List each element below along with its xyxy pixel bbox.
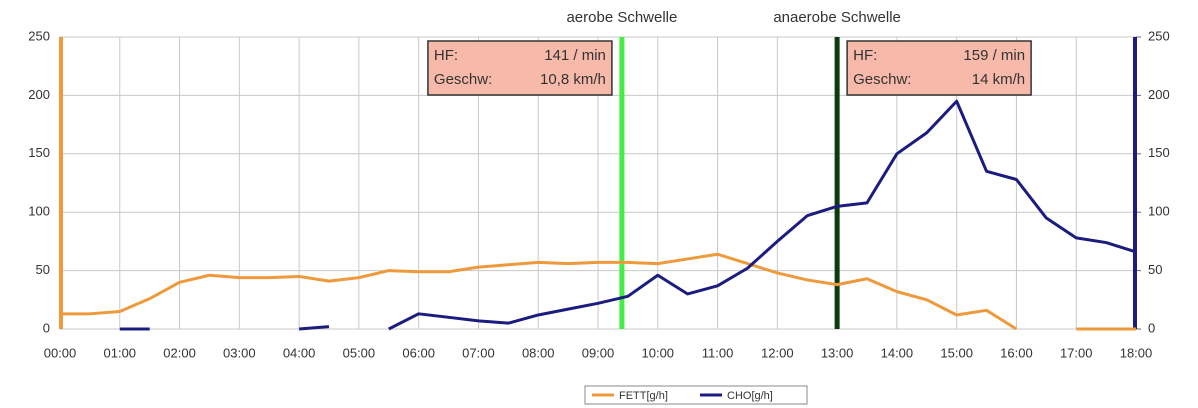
legend-label: FETT[g/h] <box>619 390 668 402</box>
x-tick-label: 10:00 <box>642 345 675 360</box>
threshold-label: anaerobe Schwelle <box>773 9 901 26</box>
x-tick-label: 06:00 <box>402 345 435 360</box>
x-tick-label: 01:00 <box>104 345 137 360</box>
y2-tick-label: 100 <box>1148 204 1170 219</box>
x-tick-label: 18:00 <box>1120 345 1153 360</box>
y2-tick-label: 200 <box>1148 87 1170 102</box>
annotation-key: HF: <box>853 47 877 64</box>
x-tick-label: 14:00 <box>881 345 914 360</box>
x-tick-label: 03:00 <box>223 345 256 360</box>
y-tick-label: 250 <box>28 28 50 43</box>
x-tick-label: 15:00 <box>940 345 973 360</box>
annotation-key: Geschw: <box>853 71 911 88</box>
x-tick-label: 11:00 <box>702 345 734 360</box>
y-tick-label: 50 <box>36 262 50 277</box>
annotation-value: 14 km/h <box>972 71 1025 88</box>
legend-label: CHO[g/h] <box>727 390 773 402</box>
x-tick-label: 04:00 <box>283 345 316 360</box>
x-tick-label: 09:00 <box>582 345 615 360</box>
annotation-key: HF: <box>434 47 458 64</box>
y2-tick-label: 250 <box>1148 28 1170 43</box>
x-tick-label: 05:00 <box>343 345 376 360</box>
y-tick-label: 0 <box>43 320 50 335</box>
chart: 00:00 01:00 02:00 03:00 04:00 05:00 06:00 07:00… <box>0 0 1198 408</box>
y-tick-label: 200 <box>28 87 50 102</box>
x-tick-label: 00:00 <box>44 345 77 360</box>
annotation-value: 10,8 km/h <box>540 71 606 88</box>
x-tick-label: 07:00 <box>462 345 495 360</box>
threshold-label: aerobe Schwelle <box>566 9 677 26</box>
y2-tick-label: 150 <box>1148 145 1170 160</box>
annotation-value: 159 / min <box>963 47 1025 64</box>
y-tick-label: 100 <box>28 204 50 219</box>
y2-tick-label: 50 <box>1148 262 1162 277</box>
annotation-key: Geschw: <box>434 71 492 88</box>
x-tick-label: 17:00 <box>1060 345 1093 360</box>
x-tick-label: 16:00 <box>1000 345 1033 360</box>
x-tick-label: 13:00 <box>821 345 854 360</box>
x-tick-label: 08:00 <box>522 345 555 360</box>
y2-tick-label: 0 <box>1148 320 1155 335</box>
annotation-value: 141 / min <box>544 47 606 64</box>
x-tick-label: 12:00 <box>761 345 794 360</box>
y-tick-label: 150 <box>28 145 50 160</box>
x-tick-label: 02:00 <box>163 345 196 360</box>
